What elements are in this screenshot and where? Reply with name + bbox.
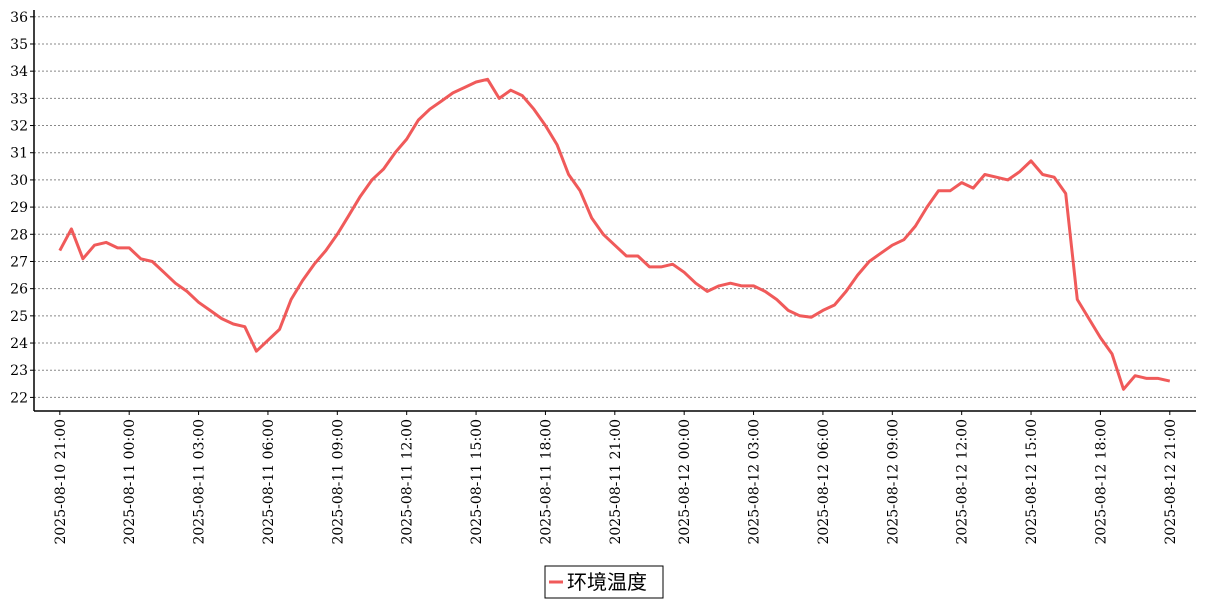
y-tick-label: 22 — [10, 390, 28, 406]
y-tick-label: 23 — [10, 363, 28, 379]
y-tick-label: 24 — [10, 336, 28, 352]
y-tick-label: 32 — [10, 119, 28, 135]
x-tick-label: 2025-08-12 21:00 — [1163, 419, 1179, 545]
y-tick-label: 30 — [10, 173, 28, 189]
x-tick-label: 2025-08-12 15:00 — [1024, 419, 1040, 545]
x-tick-label: 2025-08-12 00:00 — [677, 419, 693, 545]
y-tick-label: 31 — [10, 146, 28, 162]
x-tick-label: 2025-08-12 06:00 — [816, 419, 832, 545]
x-tick-label: 2025-08-12 09:00 — [885, 419, 901, 545]
y-tick-label: 33 — [10, 91, 28, 107]
y-tick-label: 27 — [10, 254, 28, 270]
x-tick-label: 2025-08-11 18:00 — [538, 419, 554, 545]
legend-box — [544, 565, 664, 599]
x-tick-label: 2025-08-11 12:00 — [400, 419, 416, 545]
y-tick-label: 25 — [10, 309, 28, 325]
x-tick-label: 2025-08-11 06:00 — [261, 419, 277, 545]
x-tick-label: 2025-08-12 03:00 — [747, 419, 763, 545]
y-tick-label: 29 — [10, 200, 28, 216]
legend-label: 环境温度 — [567, 570, 647, 594]
x-tick-label: 2025-08-11 21:00 — [608, 419, 624, 545]
x-tick-label: 2025-08-11 15:00 — [469, 419, 485, 545]
x-tick-label: 2025-08-12 12:00 — [955, 419, 971, 545]
x-tick-label: 2025-08-11 03:00 — [192, 419, 208, 545]
y-tick-label: 34 — [10, 64, 28, 80]
x-tick-label: 2025-08-11 00:00 — [122, 419, 138, 545]
x-tick-label: 2025-08-11 09:00 — [330, 419, 346, 545]
y-tick-label: 35 — [10, 37, 28, 53]
y-tick-label: 26 — [10, 282, 28, 298]
y-tick-label: 36 — [10, 10, 28, 26]
y-tick-label: 28 — [10, 227, 28, 243]
x-tick-label: 2025-08-10 21:00 — [53, 419, 69, 545]
x-tick-label: 2025-08-12 18:00 — [1093, 419, 1109, 545]
line-series — [58, 77, 1171, 391]
